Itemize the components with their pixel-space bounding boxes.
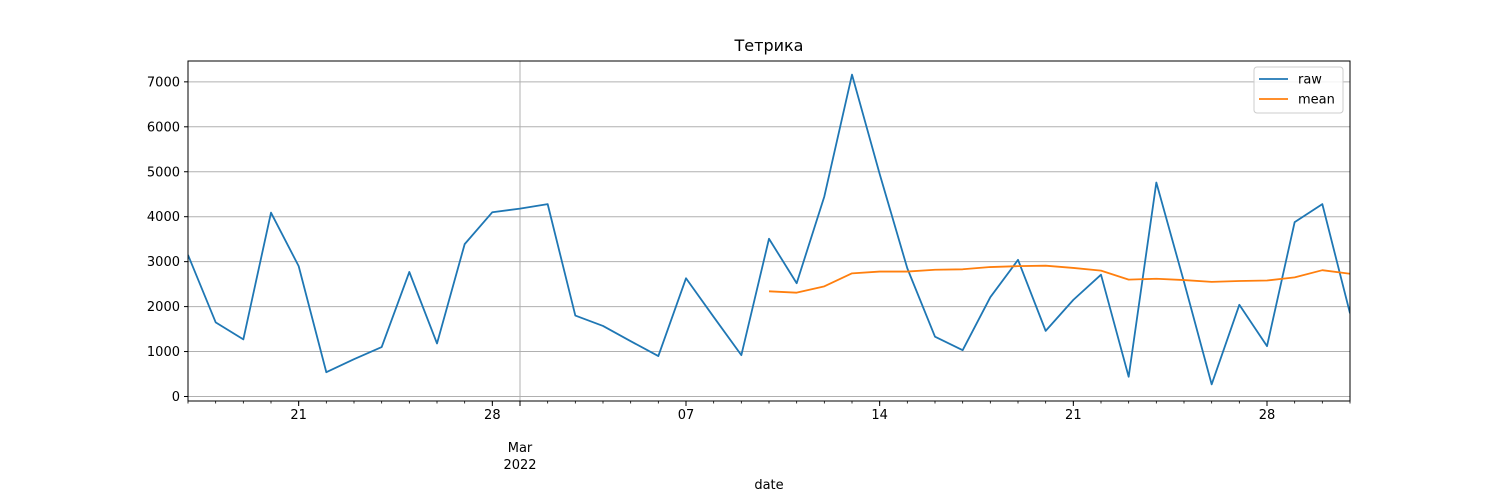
y-tick-label: 4000 [147, 210, 180, 225]
series-line-raw [188, 73, 1350, 386]
grid-lines [188, 61, 1350, 401]
x-tick-sublabel: 2022 [503, 458, 536, 473]
y-tick-label: 1000 [147, 345, 180, 360]
x-tick-label: 21 [290, 408, 307, 423]
legend-label-mean: mean [1298, 93, 1335, 108]
y-axis: 0 1000 2000 3000 4000 5000 6000 7000 [147, 75, 188, 405]
x-axis: 21 28 Mar 2022 07 14 21 28 [187, 401, 1351, 473]
plot-frame [187, 60, 1351, 402]
series-line-mean [768, 264, 1350, 294]
y-tick-label: 2000 [147, 300, 180, 315]
chart-title: Тетрика [734, 36, 804, 55]
x-tick-label: 28 [484, 408, 501, 423]
x-axis-label: date [754, 478, 783, 493]
x-tick-label: 28 [1259, 408, 1276, 423]
y-tick-label: 7000 [147, 75, 180, 90]
y-tick-label: 0 [172, 390, 180, 405]
y-tick-label: 3000 [147, 255, 180, 270]
y-tick-label: 5000 [147, 165, 180, 180]
x-tick-label: Mar [508, 441, 533, 456]
x-tick-label: 07 [678, 408, 695, 423]
series-lines [188, 73, 1350, 386]
y-tick-label: 6000 [147, 120, 180, 135]
legend: raw mean [1253, 66, 1344, 114]
x-tick-label: 21 [1065, 408, 1082, 423]
x-tick-label: 14 [871, 408, 888, 423]
legend-label-raw: raw [1298, 73, 1322, 88]
